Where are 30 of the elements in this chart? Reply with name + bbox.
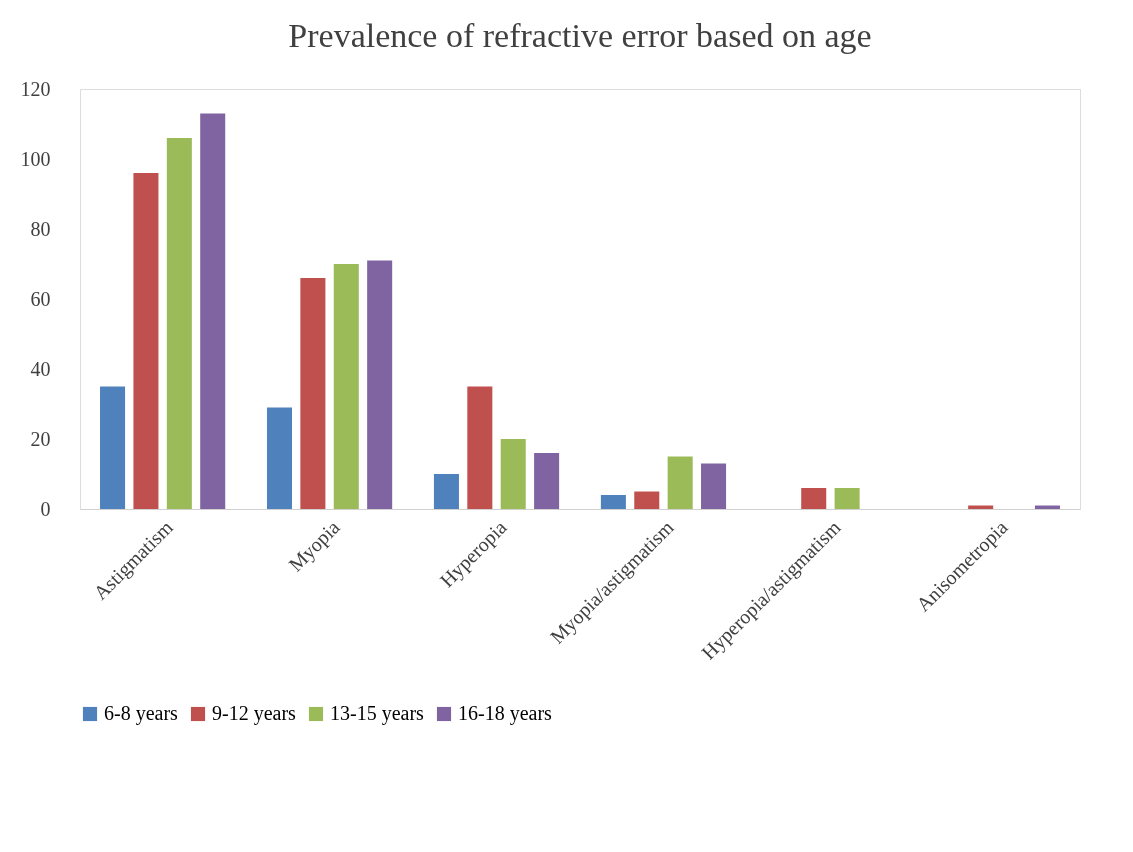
y-tick-label: 60 [30, 287, 51, 310]
bar [500, 439, 526, 509]
legend-label: 13-15 years [330, 702, 425, 725]
y-tick-label: 80 [30, 217, 51, 240]
bar [834, 488, 860, 509]
bar [801, 488, 827, 509]
legend-label: 6-8 years [104, 702, 179, 725]
bar [333, 264, 359, 509]
chart-title: Prevalence of refractive error based on age [288, 17, 872, 54]
y-tick-label: 100 [20, 147, 51, 170]
bar [600, 495, 626, 509]
legend-label: 16-18 years [458, 702, 553, 725]
bar [634, 491, 660, 509]
y-tick-label: 120 [20, 77, 51, 100]
legend-label: 9-12 years [212, 702, 297, 725]
bar [433, 474, 459, 509]
bar [367, 260, 393, 509]
bar [467, 386, 493, 509]
y-tick-label: 40 [30, 357, 51, 380]
bar [133, 173, 159, 509]
y-tick-label: 20 [30, 427, 51, 450]
bar [667, 456, 693, 509]
bar [701, 463, 727, 509]
bar [200, 113, 226, 509]
y-tick-label: 0 [40, 497, 51, 520]
bar [100, 386, 126, 509]
bar [300, 278, 326, 509]
bar [534, 453, 560, 509]
bar [166, 138, 192, 509]
bar [266, 407, 293, 509]
